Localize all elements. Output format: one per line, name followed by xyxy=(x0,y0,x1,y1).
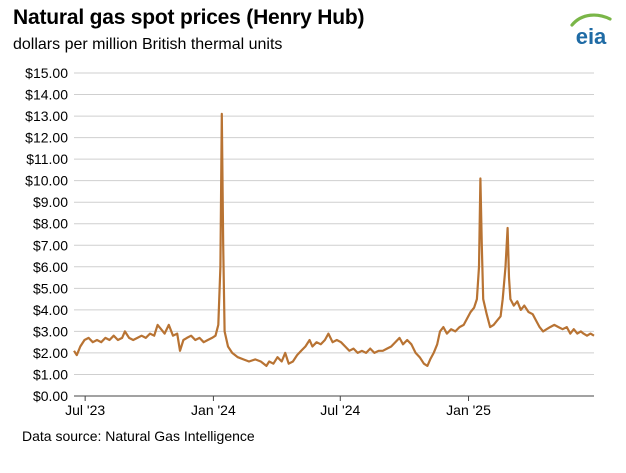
y-tick-label: $3.00 xyxy=(33,323,68,339)
y-tick-label: $1.00 xyxy=(33,366,68,382)
x-tick-label: Jan '24 xyxy=(191,402,236,418)
y-tick-label: $15.00 xyxy=(25,65,68,81)
x-tick-label: Jan '25 xyxy=(446,402,491,418)
y-tick-labels: $0.00 $1.00 $2.00 $3.00 $4.00 $5.00 $6.00 $7.00… xyxy=(25,65,68,404)
y-tick-label: $9.00 xyxy=(33,194,68,210)
x-tick-label: Jul '24 xyxy=(320,402,360,418)
logo-swoosh-icon xyxy=(570,13,612,27)
eia-logo: eia xyxy=(570,13,612,48)
x-tick-labels: Jul '23 Jan '24 Jul '24 Jan '25 xyxy=(65,396,491,418)
y-tick-label: $7.00 xyxy=(33,237,68,253)
x-tick-label: Jul '23 xyxy=(65,402,105,418)
y-tick-label: $13.00 xyxy=(25,108,68,124)
gridlines xyxy=(74,72,594,375)
y-tick-label: $6.00 xyxy=(33,259,68,275)
logo-text: eia xyxy=(576,24,607,48)
y-tick-label: $4.00 xyxy=(33,302,68,318)
data-source-note: Data source: Natural Gas Intelligence xyxy=(22,428,255,444)
series-line-henry-hub xyxy=(73,112,595,367)
y-tick-label: $10.00 xyxy=(25,173,68,189)
y-tick-label: $5.00 xyxy=(33,280,68,296)
y-tick-label: $12.00 xyxy=(25,130,68,146)
y-tick-label: $0.00 xyxy=(33,388,68,404)
chart-subtitle: dollars per million British thermal unit… xyxy=(13,36,283,53)
y-tick-label: $2.00 xyxy=(33,345,68,361)
y-tick-label: $14.00 xyxy=(25,87,68,103)
y-tick-label: $11.00 xyxy=(26,151,68,167)
y-tick-label: $8.00 xyxy=(33,216,68,232)
chart-title: Natural gas spot prices (Henry Hub) xyxy=(13,6,365,29)
